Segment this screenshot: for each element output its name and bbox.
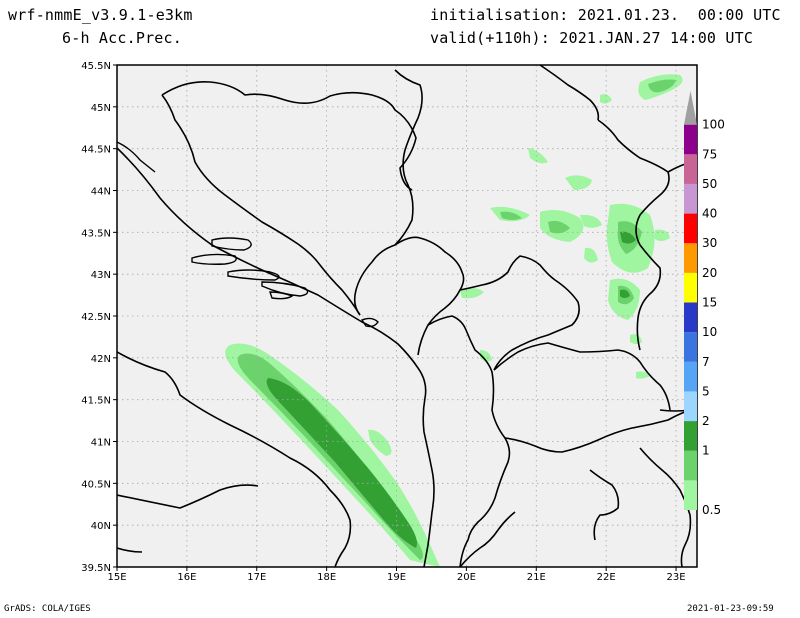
footer-timestamp: 2021-01-23-09:59 — [687, 604, 774, 614]
field-title: 6-h Acc.Prec. — [62, 29, 182, 47]
colorbar-label: 0.5 — [702, 503, 721, 517]
colorbar-label: 15 — [702, 296, 717, 310]
lon-tick-label: 21E — [527, 572, 546, 583]
colorbar-swatch — [684, 243, 697, 273]
colorbar-swatch — [684, 302, 697, 333]
lat-tick-label: 40N — [91, 521, 111, 532]
colorbar-label: 5 — [702, 384, 710, 398]
colorbar-swatch — [684, 480, 697, 510]
colorbar-label: 50 — [702, 177, 717, 191]
coastline-italy-heel — [117, 484, 259, 509]
colorbar-swatch — [684, 124, 697, 155]
colorbar-swatch — [684, 154, 697, 184]
lat-tick-label: 43N — [91, 270, 111, 281]
colorbar-label: 10 — [702, 325, 717, 339]
lat-tick-label: 42N — [91, 354, 111, 365]
colorbar-label: 2 — [702, 414, 710, 428]
colorbar-label: 40 — [702, 207, 717, 221]
coastline-greece-peninsula — [589, 469, 620, 541]
lon-tick-label: 19E — [387, 572, 406, 583]
colorbar-swatch — [684, 272, 697, 303]
lon-tick-label: 20E — [457, 572, 476, 583]
colorbar-swatch — [684, 391, 697, 422]
colorbar-swatch — [684, 450, 697, 481]
colorbar-label: 1 — [702, 444, 710, 458]
coastline-italy — [117, 351, 352, 567]
lat-tick-label: 44N — [91, 187, 111, 198]
valid-time: valid(+110h): 2021.JAN.27 14:00 UTC — [430, 29, 754, 47]
coastline-greece-west — [459, 511, 516, 567]
lat-tick-label: 42.5N — [81, 312, 111, 323]
colorbar-label: 30 — [702, 236, 717, 250]
lat-tick-label: 43.5N — [81, 228, 111, 239]
borders — [117, 65, 697, 567]
border-croatia-bosnia — [161, 80, 417, 191]
border-serbia-bulgaria — [597, 119, 670, 351]
border-serbia-kosovo — [459, 255, 580, 371]
border-macedonia-greece — [504, 407, 697, 453]
island-hvar — [211, 237, 252, 251]
lon-tick-label: 18E — [317, 572, 336, 583]
bay-kotor — [360, 317, 379, 328]
coastline-italy-south — [117, 547, 143, 553]
lat-tick-label: 39.5N — [81, 563, 111, 574]
border-bosnia-montenegro — [394, 236, 465, 356]
border-croatia-bosnia-south — [161, 94, 361, 316]
footer-credit: GrADS: COLA/IGES — [4, 604, 91, 614]
border-bosnia-serbia — [353, 69, 423, 316]
island-mljet — [261, 281, 309, 297]
colorbar-swatch — [684, 361, 697, 392]
precipitation-field — [225, 74, 683, 567]
lat-tick-label: 41.5N — [81, 396, 111, 407]
precip-2-area — [266, 231, 636, 548]
lon-tick-label: 22E — [597, 572, 616, 583]
lat-tick-label: 41N — [91, 438, 111, 449]
lon-tick-label: 16E — [177, 572, 196, 583]
axis-ticks: 15E 16E 17E 18E 19E 20E 21E 22E 23E 45.5N 45N 44.5N… — [81, 61, 685, 583]
model-title: wrf-nmmE_v3.9.1-e3km — [8, 6, 193, 24]
lat-tick-label: 45.5N — [81, 61, 111, 72]
lat-tick-label: 45N — [91, 103, 111, 114]
lat-tick-label: 40.5N — [81, 479, 111, 490]
colorbar-swatch — [684, 183, 697, 214]
island-lastovo — [269, 291, 294, 300]
border-albania-north — [427, 315, 511, 567]
island-brac — [191, 253, 237, 265]
colorbar-swatch — [684, 213, 697, 244]
colorbar-label: 75 — [702, 147, 717, 161]
colorbar-label: 7 — [702, 355, 710, 369]
island-korcula — [227, 269, 280, 281]
lon-tick-label: 15E — [107, 572, 126, 583]
graticule — [117, 65, 697, 567]
colorbar-label: 100 — [702, 118, 725, 132]
lon-tick-label: 17E — [247, 572, 266, 583]
colorbar-arrow — [684, 91, 697, 125]
colorbar-swatch — [684, 421, 697, 451]
colorbar: 0.5 1 2 5 7 10 15 20 30 40 50 75 100 — [684, 91, 725, 517]
colorbar-swatch — [684, 332, 697, 362]
border-macedonia — [493, 342, 671, 411]
island-krk — [116, 141, 156, 173]
islands — [116, 141, 379, 328]
border-romania-serbia — [539, 65, 600, 121]
lat-tick-label: 44.5N — [81, 145, 111, 156]
initialisation-time: initialisation: 2021.01.23. 00:00 UTC — [430, 6, 781, 24]
colorbar-label: 20 — [702, 266, 717, 280]
lon-tick-label: 23E — [667, 572, 686, 583]
